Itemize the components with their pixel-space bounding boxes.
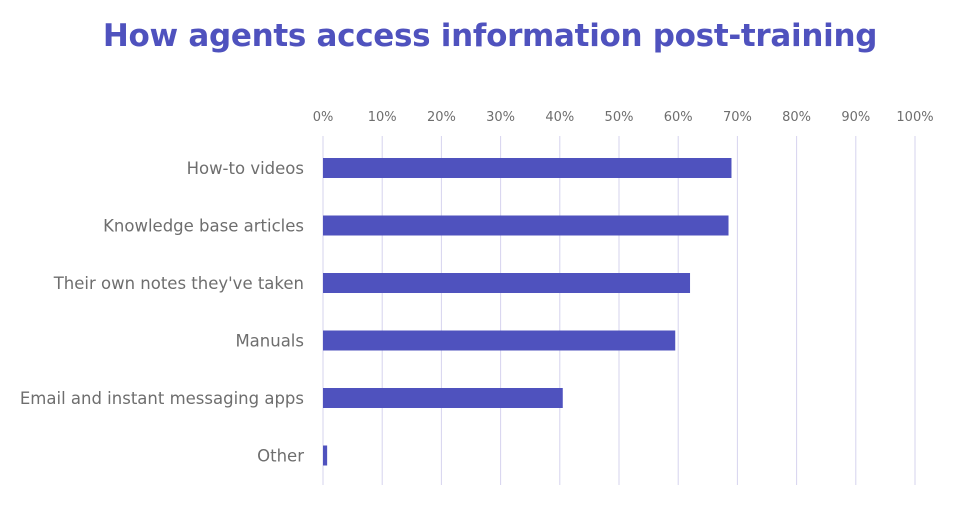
x-tick-label: 40% bbox=[545, 110, 574, 125]
category-label: Email and instant messaging apps bbox=[20, 389, 304, 408]
bar bbox=[323, 388, 563, 408]
category-label: Knowledge base articles bbox=[103, 217, 304, 236]
category-label: Their own notes they've taken bbox=[53, 274, 304, 293]
x-tick-label: 70% bbox=[723, 110, 752, 125]
x-tick-label: 60% bbox=[664, 110, 693, 125]
bar bbox=[323, 158, 732, 178]
bar bbox=[323, 445, 328, 466]
category-label: Manuals bbox=[235, 332, 304, 351]
x-tick-label: 100% bbox=[896, 110, 933, 125]
x-tick-label: 0% bbox=[313, 110, 334, 125]
x-tick-label: 50% bbox=[605, 110, 634, 125]
chart-title: How agents access information post-train… bbox=[102, 18, 878, 54]
bar bbox=[323, 273, 691, 293]
category-label: How-to videos bbox=[187, 159, 304, 178]
x-tick-label: 20% bbox=[427, 110, 456, 125]
gridlines bbox=[322, 136, 916, 485]
x-axis-tick-labels: 0% 10% 20% 30% 40% 50% 60% 70% 80% 90% 100% bbox=[313, 110, 934, 125]
x-tick-label: 10% bbox=[368, 110, 397, 125]
category-labels: How-to videos Knowledge base articles Thei… bbox=[20, 159, 304, 466]
bars bbox=[323, 158, 732, 466]
x-tick-label: 80% bbox=[782, 110, 811, 125]
category-label: Other bbox=[257, 447, 304, 466]
bar bbox=[323, 330, 676, 351]
x-tick-label: 30% bbox=[486, 110, 515, 125]
x-tick-label: 90% bbox=[841, 110, 870, 125]
bar bbox=[323, 215, 729, 236]
